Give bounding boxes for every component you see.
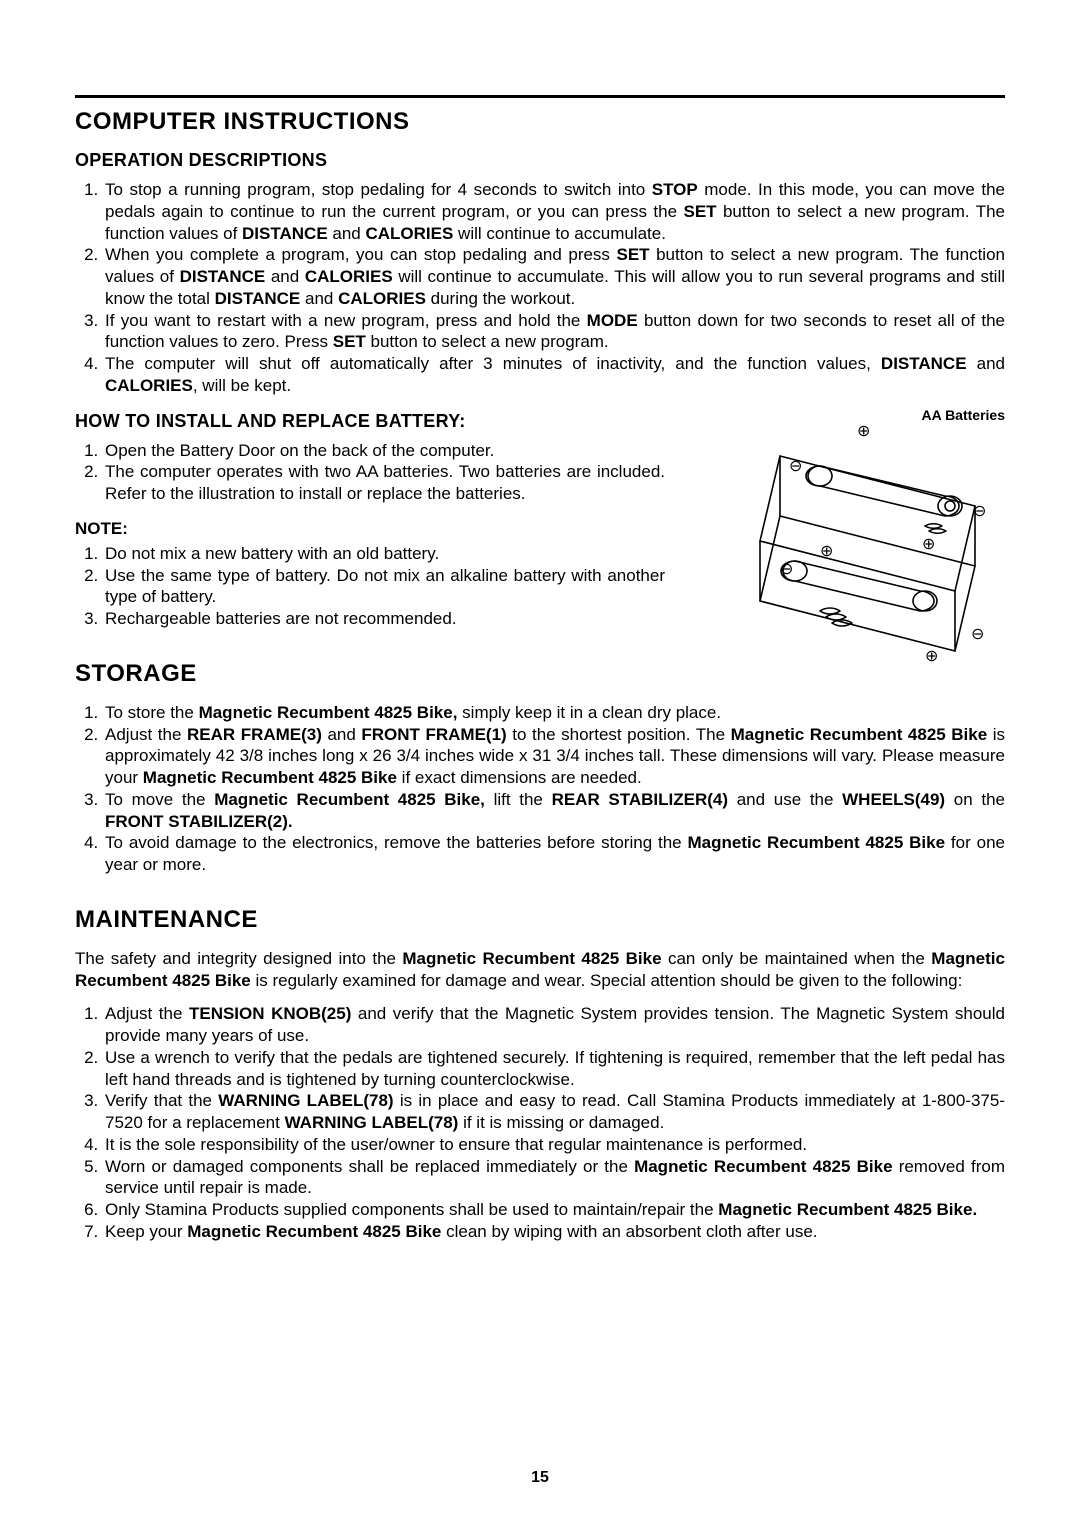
- list-item: Open the Battery Door on the back of the…: [103, 440, 665, 462]
- svg-text:⊕: ⊕: [922, 536, 935, 553]
- list-item: Use a wrench to verify that the pedals a…: [103, 1047, 1005, 1091]
- list-item: The computer will shut off automatically…: [103, 353, 1005, 397]
- battery-heading: HOW TO INSTALL AND REPLACE BATTERY:: [75, 411, 665, 432]
- operation-list: To stop a running program, stop pedaling…: [75, 179, 1005, 397]
- svg-text:⊕: ⊕: [925, 648, 938, 665]
- maintenance-heading: MAINTENANCE: [75, 906, 1005, 934]
- maintenance-intro: The safety and integrity designed into t…: [75, 948, 1005, 992]
- list-item: To move the Magnetic Recumbent 4825 Bike…: [103, 789, 1005, 833]
- svg-text:⊕: ⊕: [857, 423, 870, 440]
- top-rule: [75, 95, 1005, 98]
- list-item: Do not mix a new battery with an old bat…: [103, 543, 665, 565]
- svg-text:⊖: ⊖: [973, 503, 986, 520]
- list-item: The computer operates with two AA batter…: [103, 461, 665, 505]
- list-item: Use the same type of battery. Do not mix…: [103, 565, 665, 609]
- note-list: Do not mix a new battery with an old bat…: [75, 543, 665, 630]
- list-item: To stop a running program, stop pedaling…: [103, 179, 1005, 244]
- svg-text:⊕: ⊕: [820, 543, 833, 560]
- list-item: To store the Magnetic Recumbent 4825 Bik…: [103, 702, 1005, 724]
- list-item: If you want to restart with a new progra…: [103, 310, 1005, 354]
- list-item: Keep your Magnetic Recumbent 4825 Bike c…: [103, 1221, 1005, 1243]
- svg-text:⊖: ⊖: [789, 458, 802, 475]
- battery-list: Open the Battery Door on the back of the…: [75, 440, 665, 505]
- list-item: It is the sole responsibility of the use…: [103, 1134, 1005, 1156]
- battery-section: AA Batteries: [75, 411, 1005, 630]
- maintenance-list: Adjust the TENSION KNOB(25) and verify t…: [75, 1003, 1005, 1242]
- manual-page: COMPUTER INSTRUCTIONS OPERATION DESCRIPT…: [0, 0, 1080, 1527]
- operation-descriptions-heading: OPERATION DESCRIPTIONS: [75, 150, 1005, 171]
- list-item: Worn or damaged components shall be repl…: [103, 1156, 1005, 1200]
- svg-text:⊖: ⊖: [971, 626, 984, 643]
- battery-diagram-label: AA Batteries: [921, 407, 1005, 423]
- list-item: Adjust the TENSION KNOB(25) and verify t…: [103, 1003, 1005, 1047]
- list-item: Only Stamina Products supplied component…: [103, 1199, 1005, 1221]
- list-item: Verify that the WARNING LABEL(78) is in …: [103, 1090, 1005, 1134]
- list-item: To avoid damage to the electronics, remo…: [103, 832, 1005, 876]
- svg-text:⊖: ⊖: [780, 561, 793, 578]
- list-item: When you complete a program, you can sto…: [103, 244, 1005, 309]
- page-number: 15: [0, 1469, 1080, 1487]
- computer-instructions-heading: COMPUTER INSTRUCTIONS: [75, 108, 1005, 136]
- list-item: Adjust the REAR FRAME(3) and FRONT FRAME…: [103, 724, 1005, 789]
- battery-diagram: AA Batteries: [725, 411, 1005, 691]
- storage-list: To store the Magnetic Recumbent 4825 Bik…: [75, 702, 1005, 876]
- battery-svg-icon: ⊕ ⊖ ⊖ ⊕ ⊕ ⊖ ⊖ ⊕: [725, 411, 1005, 691]
- list-item: Rechargeable batteries are not recommend…: [103, 608, 665, 630]
- note-heading: NOTE:: [75, 519, 665, 539]
